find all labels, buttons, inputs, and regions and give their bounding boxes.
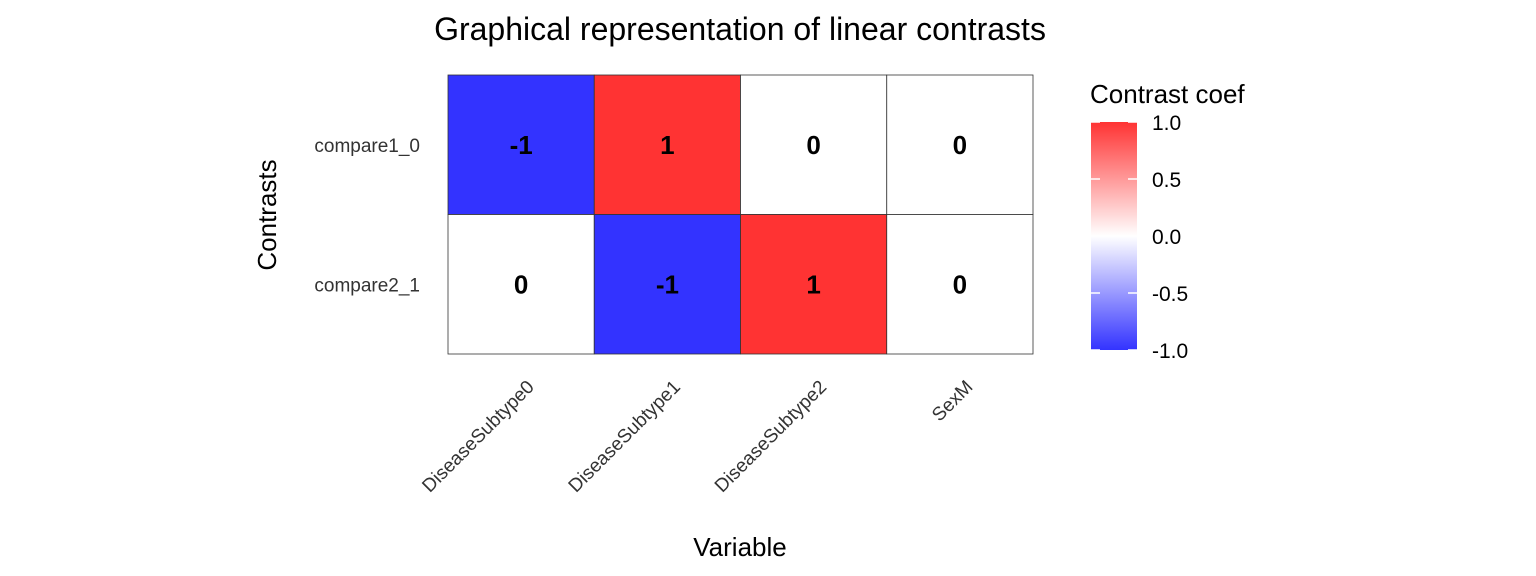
x-tick-label: DiseaseSubtype0 [418,377,538,497]
heatmap-cell-compare2_1-DiseaseSubtype0 [447,214,595,355]
legend-tick-label: -0.5 [1152,283,1188,306]
heatmap-cells [447,74,1034,355]
cell-value-label: 0 [953,269,967,299]
x-tick-label: DiseaseSubtype1 [565,377,685,497]
y-axis-tick-labels: compare1_0 compare2_1 [314,136,420,297]
heatmap-cell-compare1_0-DiseaseSubtype1 [593,74,741,215]
cell-value-label: 1 [806,269,820,299]
cell-value-label: 1 [660,130,674,160]
heatmap-cell-compare1_0-DiseaseSubtype0 [447,74,595,215]
cell-value-label: 0 [806,130,820,160]
legend-tick-label: 1.0 [1152,112,1181,135]
heatmap-cell-compare1_0-DiseaseSubtype2 [740,74,888,215]
cell-value-label: 0 [514,269,528,299]
y-tick-label: compare2_1 [314,275,420,296]
color-legend: Contrast coef 1.0 0.5 0.0 -0.5 -1.0 [1090,79,1245,363]
legend-tick-label: 0.0 [1152,226,1181,249]
y-tick-label: compare1_0 [314,136,420,157]
legend-tick-label: -1.0 [1152,340,1188,363]
y-axis-title: Contrasts [252,159,282,270]
heatmap-cell-compare1_0-SexM [886,74,1034,215]
legend-ticks: 1.0 0.5 0.0 -0.5 -1.0 [1091,112,1188,363]
cell-value-label: -1 [510,130,533,160]
x-axis-title: Variable [693,532,786,562]
legend-title: Contrast coef [1090,79,1245,109]
legend-tick-label: 0.5 [1152,169,1181,192]
cell-value-label: -1 [656,269,679,299]
cell-value-label: 0 [953,130,967,160]
heatmap-cell-compare2_1-DiseaseSubtype2 [740,214,888,355]
heatmap-cell-labels: -1 1 0 0 0 -1 1 0 [510,130,968,300]
heatmap-cell-compare2_1-DiseaseSubtype1 [593,214,741,355]
chart-title: Graphical representation of linear contr… [434,11,1046,47]
heatmap-cell-compare2_1-SexM [886,214,1034,355]
x-tick-label: DiseaseSubtype2 [711,377,831,497]
x-axis-tick-labels: DiseaseSubtype0 DiseaseSubtype1 DiseaseSub… [418,377,977,497]
x-tick-label: SexM [928,377,977,426]
